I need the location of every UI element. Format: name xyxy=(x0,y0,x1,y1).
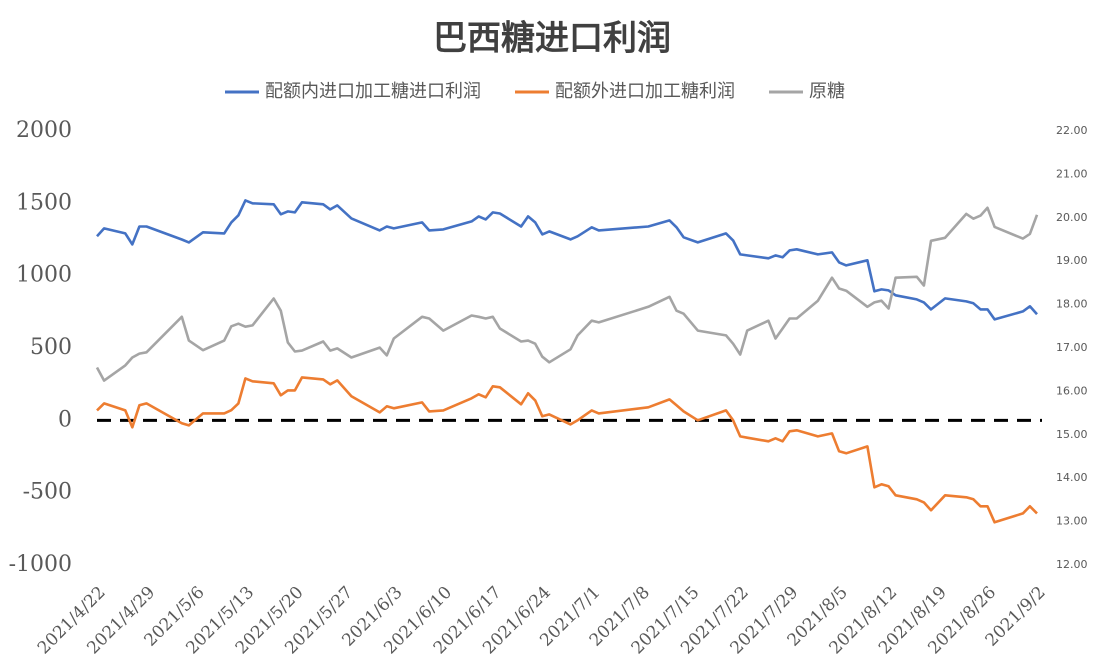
y2-tick-label: 12.00 xyxy=(1056,558,1088,571)
y-tick-label: -500 xyxy=(23,480,72,505)
chart-title: 巴西糖进口利润 xyxy=(433,19,671,59)
y2-tick-label: 20.00 xyxy=(1056,211,1088,224)
y2-tick-label: 16.00 xyxy=(1056,384,1088,397)
y2-tick-label: 21.00 xyxy=(1056,167,1088,180)
series-line xyxy=(95,206,1039,382)
legend-label: 配额内进口加工糖进口利润 xyxy=(265,81,481,102)
y2-tick-label: 17.00 xyxy=(1056,341,1088,354)
legend-label: 配额外进口加工糖利润 xyxy=(555,81,735,102)
legend-label: 原糖 xyxy=(809,81,845,102)
y-tick-label: 1000 xyxy=(16,263,72,288)
y2-tick-label: 22.00 xyxy=(1056,124,1088,137)
y2-tick-label: 15.00 xyxy=(1056,428,1088,441)
y2-tick-label: 13.00 xyxy=(1056,515,1088,528)
y-tick-label: 0 xyxy=(58,407,72,432)
y-tick-label: 500 xyxy=(30,335,72,360)
y-tick-label: 1500 xyxy=(16,190,72,215)
y2-tick-label: 18.00 xyxy=(1056,298,1088,311)
y2-tick-label: 19.00 xyxy=(1056,254,1088,267)
series-line xyxy=(96,376,1038,524)
series-line xyxy=(96,199,1038,321)
y-tick-label: -1000 xyxy=(9,552,72,577)
y2-tick-label: 14.00 xyxy=(1056,471,1088,484)
y-tick-label: 2000 xyxy=(16,118,72,143)
